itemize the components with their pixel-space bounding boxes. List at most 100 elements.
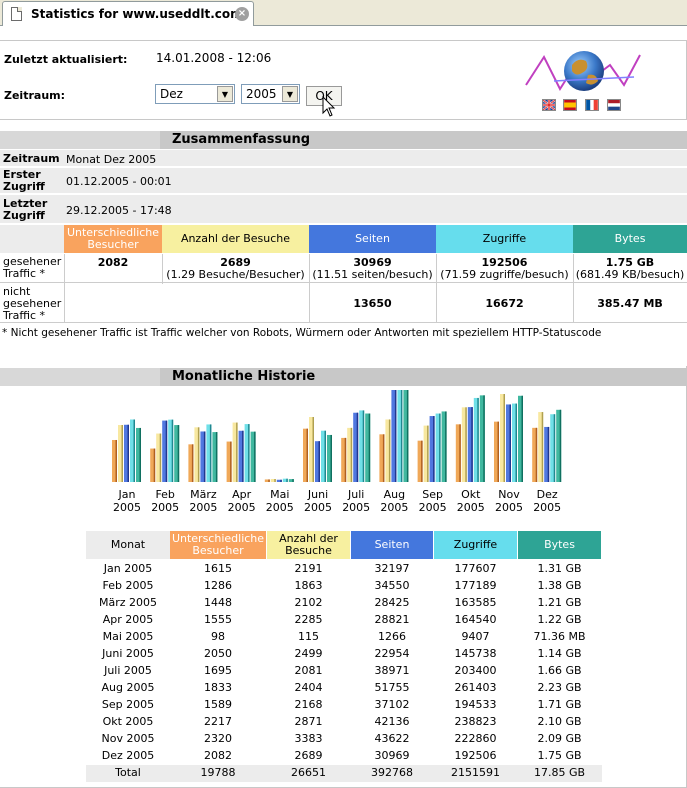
bar-shade-8-series-2 — [388, 419, 391, 482]
spain-flag-icon[interactable] — [563, 99, 577, 111]
browser-tabstrip: Statistics for www.useddlt.com × — [0, 0, 687, 26]
bar-6-series-2 — [309, 416, 314, 482]
bar-12-series-5 — [556, 409, 562, 482]
summary-title: Zusammenfassung — [160, 131, 687, 149]
cell-bytes: 2.09 GB — [537, 732, 582, 745]
bar-10-series-1 — [455, 424, 461, 482]
cell-month: Juli 2005 — [104, 664, 152, 677]
last-key: Letzter Zugriff — [3, 197, 48, 222]
separator — [162, 254, 163, 284]
bar-shade-6-series-2 — [312, 416, 314, 482]
x-tick-label: Apr 2005 — [222, 488, 262, 514]
x-tick-year: 2005 — [151, 501, 180, 514]
bar-shade-12-series-4 — [553, 414, 556, 482]
unseen-hits: 16672 — [485, 297, 524, 310]
cell-hits: 177189 — [454, 579, 497, 592]
bar-11-series-2 — [500, 394, 505, 482]
table-row: Feb 2005 1286 1863 34550 177189 1.38 GB — [86, 578, 602, 595]
cell-pages: 28425 — [374, 596, 410, 609]
bar-5-series-4 — [282, 478, 288, 482]
x-tick-year: 2005 — [265, 501, 294, 514]
bar-5-series-3 — [276, 479, 282, 482]
bar-1-series-3 — [124, 424, 129, 482]
bar-1-series-2 — [118, 425, 123, 482]
bar-4-series-5 — [250, 431, 256, 482]
france-flag-icon[interactable] — [585, 99, 599, 111]
table-row: Dez 2005 2082 2689 30969 192506 1.75 GB — [86, 748, 602, 765]
cell-pages: 42136 — [374, 715, 410, 728]
cell-visitors: 1833 — [204, 681, 232, 694]
cell-visitors: 1448 — [204, 596, 232, 609]
cell-hits: 177607 — [454, 562, 497, 575]
bar-shade-3-series-5 — [215, 432, 218, 482]
seen-visits-sub: (1.29 Besuche/Besucher) — [166, 268, 305, 281]
bar-8-series-3 — [391, 390, 397, 482]
x-tick-month: Dez — [536, 488, 558, 501]
m-col-hits: Zugriffe — [434, 531, 517, 559]
cell-bytes: 2.23 GB — [537, 681, 582, 694]
cell-visitors: 2217 — [204, 715, 232, 728]
cell-pages: 28821 — [374, 613, 410, 626]
page-icon — [11, 7, 22, 21]
cell-hits: 163585 — [454, 596, 497, 609]
cell-bytes: 1.21 GB — [537, 596, 582, 609]
bar-shade-2-series-1 — [153, 448, 156, 482]
bar-2-series-2 — [156, 433, 162, 482]
cell-month: Okt 2005 — [102, 715, 154, 728]
bar-12-series-4 — [550, 414, 556, 482]
bar-shade-9-series-2 — [427, 425, 429, 482]
bar-shade-2-series-4 — [171, 419, 174, 482]
bar-7-series-1 — [341, 437, 347, 482]
bar-shade-10-series-5 — [483, 395, 485, 482]
m-col-visitors: Unterschiedliche Besucher — [170, 531, 266, 559]
bar-shade-12-series-1 — [535, 427, 538, 482]
x-tick-month: Nov — [498, 488, 520, 501]
x-tick-label: Feb 2005 — [145, 488, 185, 514]
period-label: Zeitraum: — [4, 89, 66, 102]
cell-pages: 30969 — [374, 749, 410, 762]
x-tick-year: 2005 — [189, 501, 218, 514]
cell-hits: 2151591 — [451, 766, 500, 779]
bar-shade-9-series-3 — [433, 416, 435, 482]
cell-bytes: 17.85 GB — [533, 766, 586, 779]
x-tick-year: 2005 — [418, 501, 447, 514]
seen-pages: 30969 — [353, 256, 392, 269]
bar-9-series-3 — [429, 416, 435, 482]
bar-5-series-5 — [288, 479, 294, 482]
m-col-visits: Anzahl der Besuche — [267, 531, 350, 559]
table-row: Sep 2005 1589 2168 37102 194533 1.71 GB — [86, 697, 602, 714]
netherlands-flag-icon[interactable] — [607, 99, 621, 111]
bar-11-series-1 — [494, 421, 499, 482]
close-tab-icon[interactable]: × — [235, 7, 249, 21]
bar-shade-1-series-4 — [133, 419, 135, 482]
bar-1-series-4 — [130, 419, 135, 482]
cell-month: Sep 2005 — [101, 698, 155, 711]
cell-visits: 26651 — [291, 766, 326, 779]
uk-flag-icon[interactable] — [542, 99, 556, 111]
x-tick-year: 2005 — [342, 501, 371, 514]
cell-pages: 37102 — [374, 698, 410, 711]
x-tick-year: 2005 — [304, 501, 332, 514]
unseen-traffic-row: nicht gesehener Traffic * 13650 16672 38… — [0, 284, 687, 323]
year-select[interactable]: 2005 ▼ — [241, 84, 300, 104]
browser-tab[interactable]: Statistics for www.useddlt.com × — [2, 1, 254, 26]
bar-5-series-1 — [264, 479, 270, 482]
cell-bytes: 2.10 GB — [537, 715, 582, 728]
bar-10-series-3 — [467, 407, 473, 482]
cell-visitors: 1695 — [204, 664, 232, 677]
bar-3-series-4 — [206, 424, 212, 482]
bar-shade-7-series-5 — [368, 413, 371, 482]
table-row: März 2005 1448 2102 28425 163585 1.21 GB — [86, 595, 602, 612]
bar-shade-1-series-1 — [115, 439, 117, 482]
cell-month: Nov 2005 — [101, 732, 155, 745]
period-value: Monat Dez 2005 — [66, 153, 157, 166]
bar-shade-10-series-4 — [477, 397, 479, 482]
seen-visitors: 2082 — [97, 256, 129, 269]
x-tick-year: 2005 — [533, 501, 562, 514]
bar-shade-7-series-2 — [350, 427, 353, 482]
cell-visitors: 2320 — [204, 732, 232, 745]
cell-visits: 2404 — [294, 681, 323, 694]
table-row: Apr 2005 1555 2285 28821 164540 1.22 GB — [86, 612, 602, 629]
month-select[interactable]: Dez ▼ — [155, 84, 235, 104]
cell-month: Juni 2005 — [102, 647, 154, 660]
